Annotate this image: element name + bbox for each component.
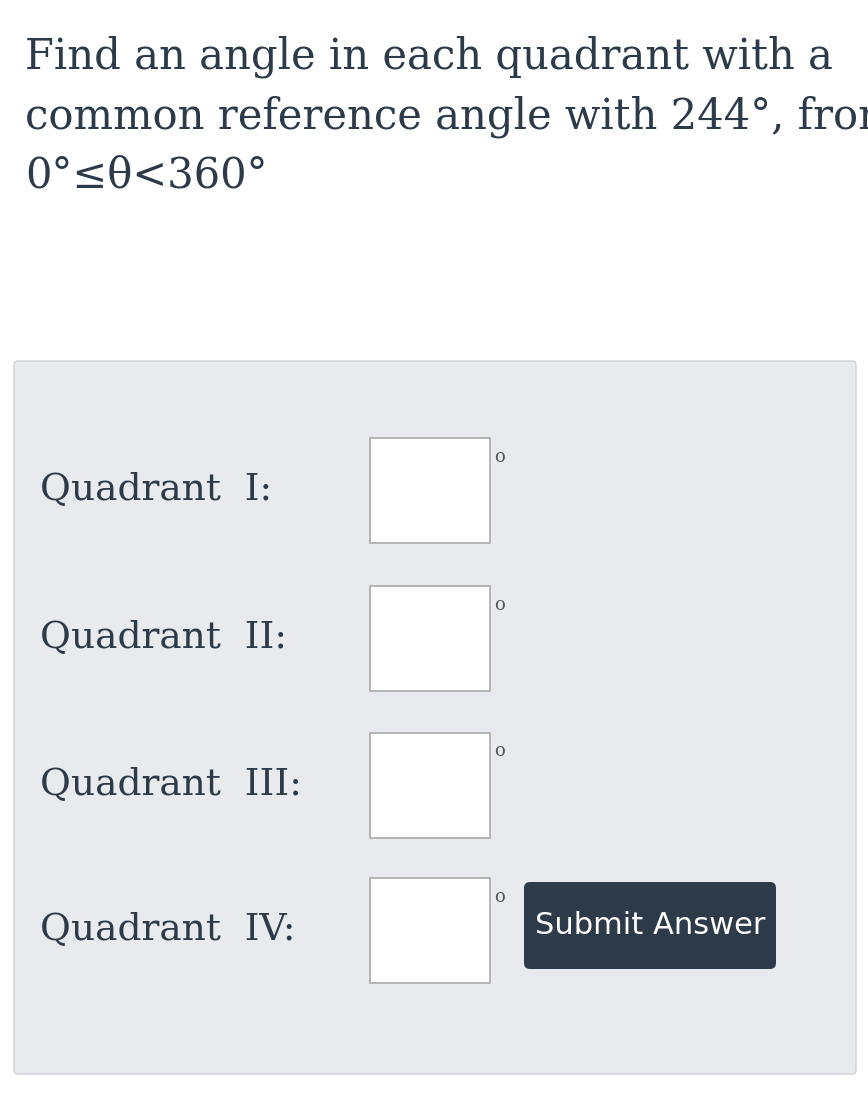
Text: o: o	[494, 447, 505, 465]
Text: Quadrant  II:: Quadrant II:	[40, 620, 287, 656]
Text: Find an angle in each quadrant with a: Find an angle in each quadrant with a	[25, 35, 833, 78]
Text: 0°≤θ<360°: 0°≤θ<360°	[25, 155, 267, 197]
FancyBboxPatch shape	[524, 881, 776, 969]
FancyBboxPatch shape	[370, 437, 490, 542]
Text: Quadrant  IV:: Quadrant IV:	[40, 912, 295, 948]
Text: Quadrant  III:: Quadrant III:	[40, 767, 302, 802]
FancyBboxPatch shape	[370, 877, 490, 983]
Text: Quadrant  I:: Quadrant I:	[40, 472, 273, 508]
Text: common reference angle with 244°, from: common reference angle with 244°, from	[25, 95, 868, 138]
FancyBboxPatch shape	[14, 361, 856, 1074]
Text: Submit Answer: Submit Answer	[535, 912, 766, 940]
Text: o: o	[494, 595, 505, 613]
FancyBboxPatch shape	[370, 585, 490, 690]
Text: o: o	[494, 887, 505, 906]
FancyBboxPatch shape	[370, 732, 490, 837]
Text: o: o	[494, 742, 505, 760]
